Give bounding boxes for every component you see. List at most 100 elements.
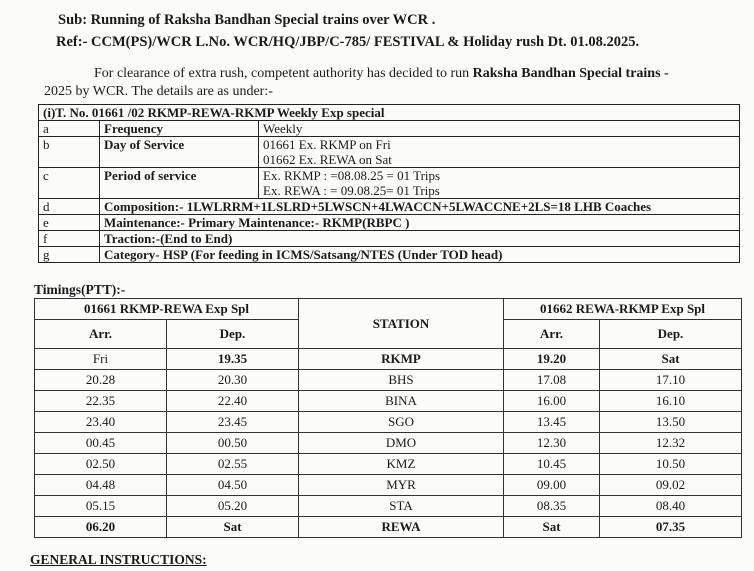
station-cell: REWA (298, 516, 504, 538)
timetable-row: Fri 19.35 RKMP 19.20 Sat (34, 348, 742, 370)
down-dep-cell: 04.50 (166, 474, 299, 496)
up-arr-cell: 12.30 (503, 432, 600, 454)
row-id: a (38, 120, 100, 137)
up-arr-cell: Sat (503, 516, 600, 538)
up-arr-cell: 08.35 (503, 495, 600, 517)
down-arr-cell: 00.45 (34, 432, 167, 454)
dep-header: Dep. (599, 319, 742, 349)
dep-header: Dep. (166, 319, 299, 349)
details-row: e Maintenance:- Primary Maintenance:- RKM… (38, 214, 740, 231)
up-arr-cell: 19.20 (503, 348, 600, 370)
row-value: 01661 Ex. RKMP on Fri 01662 Ex. REWA on S… (258, 136, 740, 168)
up-arr-cell: 13.45 (503, 411, 600, 433)
station-cell: MYR (298, 474, 504, 496)
down-dep-cell: 00.50 (166, 432, 299, 454)
up-dep-cell: 10.50 (599, 453, 742, 475)
down-dep-cell: 19.35 (166, 348, 299, 370)
station-cell: KMZ (298, 453, 504, 475)
details-row: b Day of Service 01661 Ex. RKMP on Fri 0166… (38, 136, 740, 168)
row-text-value: Composition:- 1LWLRRM+1LSLRD+5LWSCN+4LWA… (104, 199, 652, 214)
station-cell: SGO (298, 411, 504, 433)
reference-line: Ref:- CCM(PS)/WCR L.No. WCR/HQ/JBP/C-785… (56, 34, 640, 50)
details-row: f Traction:-(End to End) (38, 230, 740, 247)
timetable-row: 20.28 20.30 BHS 17.08 17.10 (34, 369, 742, 391)
row-value-line: 01662 Ex. REWA on Sat (263, 152, 392, 167)
intro-bold: Raksha Bandhan Special trains - (472, 66, 669, 81)
train-details-table: (i)T. No. 01661 /02 RKMP-REWA-RKMP Weekl… (38, 104, 740, 263)
row-value-line: Ex. REWA : = 09.08.25= 01 Trips (263, 183, 440, 198)
timetable-row: 05.15 05.20 STA 08.35 08.40 (34, 495, 742, 517)
station-header: STATION (298, 298, 504, 349)
up-arr-cell: 09.00 (503, 474, 600, 496)
row-text: Composition:- 1LWLRRM+1LSLRD+5LWSCN+4LWA… (99, 198, 740, 215)
row-value-line: 01661 Ex. RKMP on Fri (263, 137, 391, 152)
station-cell: STA (298, 495, 504, 517)
details-row: c Period of service Ex. RKMP : =08.08.25 =… (38, 167, 740, 199)
up-dep-cell: 09.02 (599, 474, 742, 496)
timings-label: Timings(PTT):- (34, 282, 126, 297)
down-dep-cell: 23.45 (166, 411, 299, 433)
row-text-value: Category- HSP (For feeding in ICMS/Satsa… (104, 247, 503, 262)
down-arr-cell: 23.40 (34, 411, 167, 433)
intro-paragraph-line2: 2025 by WCR. The details are as under:- (44, 84, 273, 99)
row-text: Traction:-(End to End) (99, 230, 740, 247)
timetable-row: 00.45 00.50 DMO 12.30 12.32 (34, 432, 742, 454)
station-cell: BINA (298, 390, 504, 412)
down-arr-cell: 06.20 (34, 516, 167, 538)
up-arr-cell: 17.08 (503, 369, 600, 391)
train-down-header: 01661 RKMP-REWA Exp Spl (34, 298, 299, 320)
row-id: d (38, 198, 100, 215)
up-dep-cell: 07.35 (599, 516, 742, 538)
details-row: g Category- HSP (For feeding in ICMS/Sats… (38, 246, 740, 263)
up-dep-cell: 08.40 (599, 495, 742, 517)
down-arr-cell: 05.15 (34, 495, 167, 517)
details-row: d Composition:- 1LWLRRM+1LSLRD+5LWSCN+4LW… (38, 198, 740, 215)
row-id: f (38, 230, 100, 247)
row-key: Period of service (99, 167, 259, 199)
row-value-line: Ex. RKMP : =08.08.25 = 01 Trips (263, 168, 441, 183)
up-dep-cell: 17.10 (599, 369, 742, 391)
up-arr-cell: 16.00 (503, 390, 600, 412)
station-cell: RKMP (298, 348, 504, 370)
row-id: e (38, 214, 100, 231)
up-dep-cell: 16.10 (599, 390, 742, 412)
down-dep-cell: 22.40 (166, 390, 299, 412)
timetable-row: 04.48 04.50 MYR 09.00 09.02 (34, 474, 742, 496)
down-arr-cell: 22.35 (34, 390, 167, 412)
row-id: c (38, 167, 100, 199)
timetable-row: 06.20 Sat REWA Sat 07.35 (34, 516, 742, 538)
row-value-line: Weekly (263, 121, 303, 136)
down-dep-cell: 05.20 (166, 495, 299, 517)
details-row: a Frequency Weekly (38, 120, 740, 137)
timetable-row: 23.40 23.45 SGO 13.45 13.50 (34, 411, 742, 433)
row-value: Ex. RKMP : =08.08.25 = 01 Trips Ex. REWA … (258, 167, 740, 199)
row-key: Day of Service (99, 136, 259, 168)
station-cell: DMO (298, 432, 504, 454)
arr-header: Arr. (503, 319, 600, 349)
intro-text: For clearance of extra rush, competent a… (94, 66, 473, 81)
row-text: Maintenance:- Primary Maintenance:- RKMP… (99, 214, 740, 231)
timetable: 01661 RKMP-REWA Exp Spl STATION 01662 REWA… (34, 298, 742, 538)
train-up-header: 01662 REWA-RKMP Exp Spl (503, 298, 742, 320)
up-dep-cell: 13.50 (599, 411, 742, 433)
timetable-row: 02.50 02.55 KMZ 10.45 10.50 (34, 453, 742, 475)
down-dep-cell: Sat (166, 516, 299, 538)
up-dep-cell: Sat (599, 348, 742, 370)
down-arr-cell: Fri (34, 348, 167, 370)
row-id: b (38, 136, 100, 168)
row-value: Weekly (258, 120, 740, 137)
down-dep-cell: 02.55 (166, 453, 299, 475)
general-instructions-heading: GENERAL INSTRUCTIONS: (30, 552, 207, 567)
row-key: Frequency (99, 120, 259, 137)
station-cell: BHS (298, 369, 504, 391)
arr-header: Arr. (34, 319, 167, 349)
row-id: g (38, 246, 100, 263)
row-text: Category- HSP (For feeding in ICMS/Satsa… (99, 246, 740, 263)
subject-line: Sub: Running of Raksha Bandhan Special t… (58, 12, 436, 28)
down-arr-cell: 20.28 (34, 369, 167, 391)
details-title: (i)T. No. 01661 /02 RKMP-REWA-RKMP Weekl… (38, 104, 740, 121)
intro-paragraph: For clearance of extra rush, competent a… (94, 66, 669, 82)
down-dep-cell: 20.30 (166, 369, 299, 391)
down-arr-cell: 04.48 (34, 474, 167, 496)
up-dep-cell: 12.32 (599, 432, 742, 454)
